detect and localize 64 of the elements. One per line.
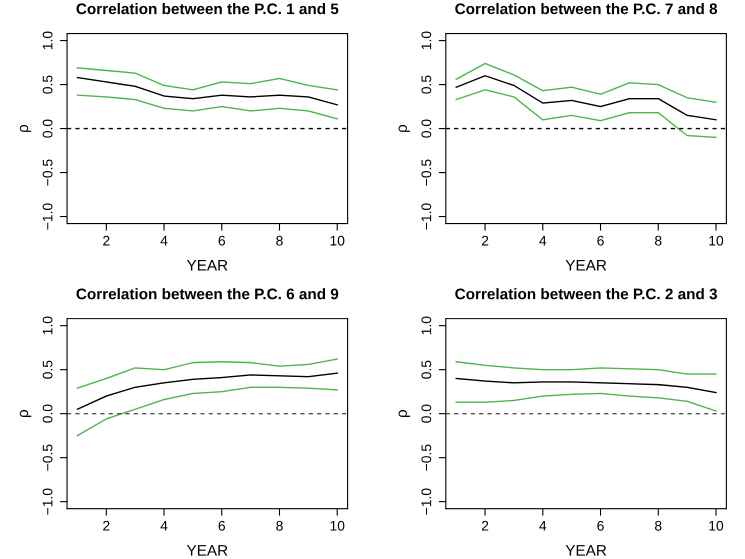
y-tick-label: 1.0 bbox=[421, 31, 432, 50]
x-tick-label: 6 bbox=[597, 520, 604, 531]
line-series bbox=[76, 358, 338, 389]
x-tick-label: 8 bbox=[654, 520, 662, 531]
line-series bbox=[456, 378, 717, 394]
y-tick-label: −0.5 bbox=[42, 444, 52, 471]
y-tick-label: −1.0 bbox=[421, 203, 432, 230]
x-tick-label: 4 bbox=[539, 521, 546, 531]
y-tick-label: −0.5 bbox=[421, 159, 432, 186]
x-tick-label: 6 bbox=[597, 236, 604, 246]
y-tick-label: −1.0 bbox=[42, 488, 52, 515]
x-tick-label: 2 bbox=[103, 236, 110, 246]
y-tick-label: 0.5 bbox=[42, 360, 52, 379]
line-series bbox=[456, 361, 717, 375]
y-tick-label: 0.5 bbox=[421, 76, 432, 94]
chart-title: Correlation between the P.C. 6 and 9 bbox=[76, 288, 338, 300]
x-tick-label: 10 bbox=[330, 520, 344, 531]
line-series bbox=[76, 76, 338, 106]
y-axis-title: ρ bbox=[398, 124, 410, 132]
line-series bbox=[76, 372, 338, 410]
y-axis-title: ρ bbox=[398, 410, 410, 418]
x-tick-label: 8 bbox=[276, 236, 283, 246]
y-tick-label: −1.0 bbox=[421, 488, 432, 515]
chart-title: Correlation between the P.C. 1 and 5 bbox=[76, 3, 338, 14]
chart-title: Correlation between the P.C. 7 and 8 bbox=[455, 3, 718, 14]
x-axis-title: YEAR bbox=[566, 260, 606, 271]
y-tick-label: 0.5 bbox=[42, 76, 52, 94]
y-tick-label: 0.0 bbox=[421, 119, 432, 138]
line-series bbox=[456, 89, 717, 138]
line-series bbox=[456, 75, 717, 120]
x-tick-label: 4 bbox=[539, 236, 546, 246]
y-tick-label: 0.0 bbox=[421, 404, 432, 423]
y-tick-label: 0.5 bbox=[421, 360, 432, 379]
line-series bbox=[76, 94, 338, 120]
y-tick-label: 1.0 bbox=[42, 31, 52, 50]
x-tick-label: 2 bbox=[103, 520, 110, 531]
x-axis-title: YEAR bbox=[566, 545, 606, 556]
y-tick-label: −0.5 bbox=[42, 159, 52, 186]
line-series bbox=[456, 62, 717, 103]
y-tick-label: −0.5 bbox=[421, 444, 432, 471]
x-tick-label: 10 bbox=[709, 236, 724, 246]
x-tick-label: 8 bbox=[654, 236, 662, 246]
x-tick-label: 10 bbox=[709, 520, 724, 531]
x-axis-title: YEAR bbox=[186, 545, 228, 556]
chart-title: Correlation between the P.C. 2 and 3 bbox=[455, 288, 717, 300]
y-tick-label: 1.0 bbox=[421, 316, 432, 334]
x-tick-label: 4 bbox=[160, 521, 168, 531]
y-axis-title: ρ bbox=[20, 124, 32, 132]
x-axis-title: YEAR bbox=[186, 260, 228, 271]
x-tick-label: 2 bbox=[482, 520, 488, 531]
x-tick-label: 8 bbox=[276, 520, 283, 531]
y-tick-label: 0.0 bbox=[42, 119, 52, 138]
y-axis-title: ρ bbox=[20, 410, 32, 418]
x-tick-label: 4 bbox=[160, 236, 168, 246]
x-tick-label: 6 bbox=[218, 236, 226, 246]
x-tick-label: 2 bbox=[482, 236, 488, 246]
y-tick-label: 0.0 bbox=[42, 404, 52, 423]
y-tick-label: 1.0 bbox=[42, 316, 52, 334]
y-tick-label: −1.0 bbox=[42, 203, 52, 230]
x-tick-label: 6 bbox=[218, 520, 226, 531]
line-series bbox=[456, 392, 717, 412]
x-tick-label: 10 bbox=[330, 236, 344, 246]
line-series bbox=[76, 386, 338, 436]
line-series bbox=[76, 67, 338, 91]
